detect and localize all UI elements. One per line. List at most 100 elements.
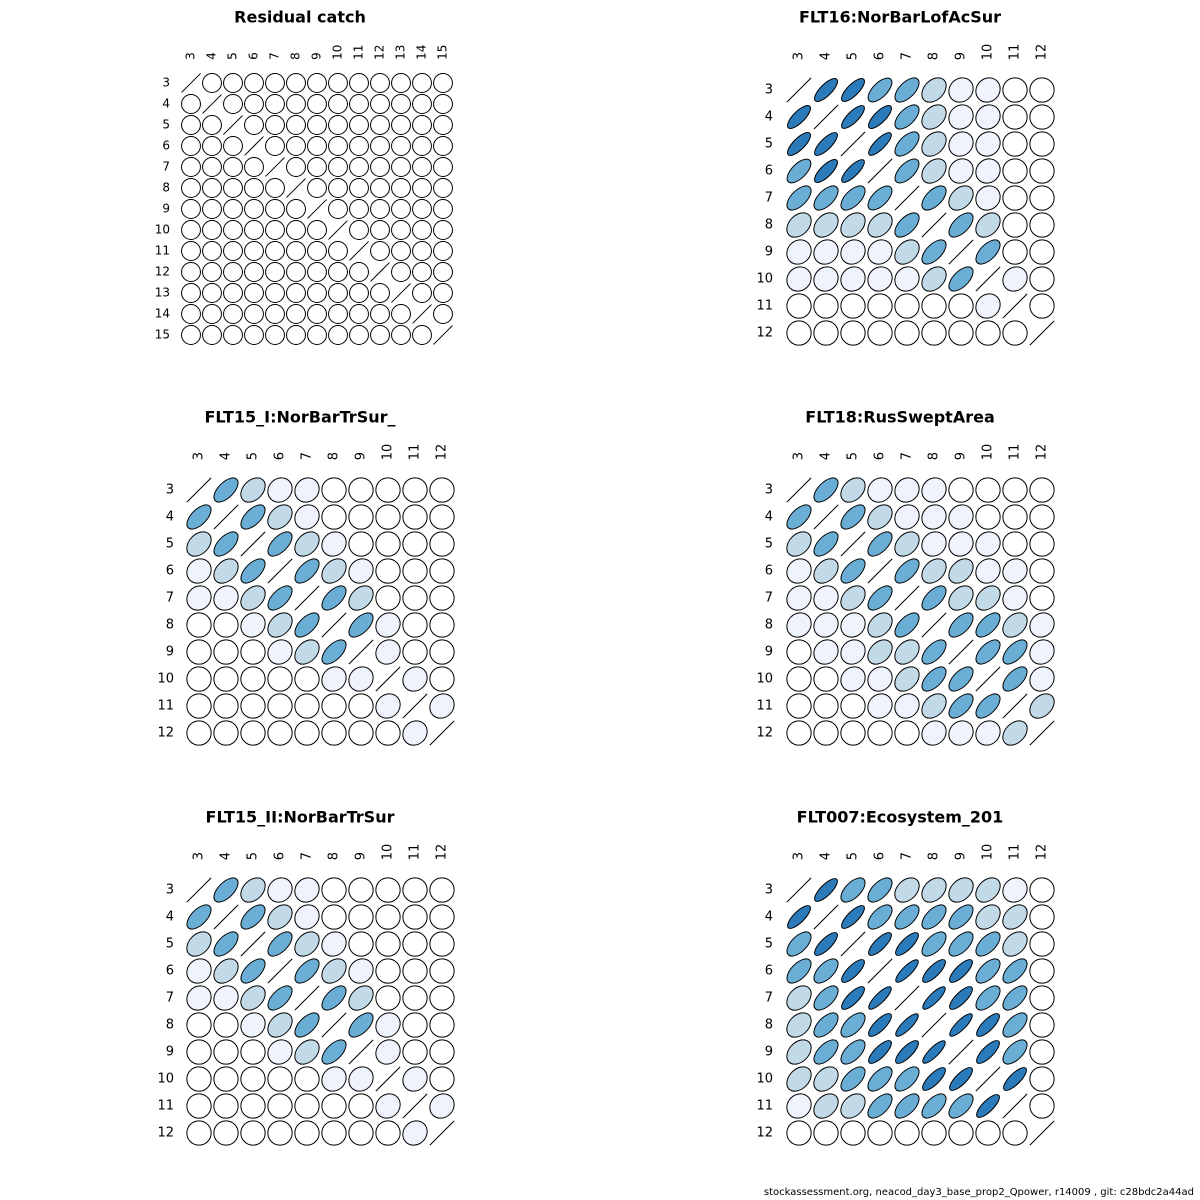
correlation-ellipse (433, 220, 453, 240)
correlation-ellipse (814, 159, 838, 183)
column-tick-label: 4 (205, 52, 219, 60)
correlation-ellipse (813, 1093, 839, 1119)
diagonal-line (265, 157, 285, 177)
correlation-ellipse (213, 531, 239, 557)
row-tick-label: 4 (166, 910, 174, 925)
diagonal-line (894, 585, 920, 611)
correlation-ellipse (267, 720, 293, 746)
correlation-ellipse (375, 1039, 401, 1065)
correlation-ellipse (868, 105, 892, 129)
correlation-ellipse (186, 1066, 212, 1092)
correlation-ellipse (975, 212, 1001, 238)
column-tick-label: 9 (354, 452, 369, 460)
correlation-ellipse (1029, 212, 1055, 238)
diagonal-line (786, 477, 812, 503)
correlation-ellipse (921, 266, 947, 292)
diagonal-line (240, 931, 266, 957)
correlation-ellipse (328, 136, 348, 156)
correlation-ellipse (894, 77, 920, 103)
correlation-ellipse (921, 558, 947, 584)
correlation-ellipse (213, 958, 239, 984)
correlation-ellipse (1002, 931, 1028, 957)
correlation-ellipse (1029, 931, 1055, 957)
correlation-ellipse (975, 877, 1001, 903)
diagonal-line (433, 325, 453, 345)
correlation-ellipse (975, 104, 1001, 130)
column-tick-label: 7 (268, 52, 282, 60)
correlation-panel: FLT15_I:NorBarTrSur_ 3 4 5 6 7 8 9 10 11 12 3 4 5 6 7 8 9… (157, 408, 455, 746)
correlation-ellipse (265, 178, 285, 198)
row-tick-label: 5 (765, 937, 773, 952)
correlation-ellipse (213, 585, 239, 611)
correlation-ellipse (213, 1120, 239, 1146)
row-tick-label: 8 (765, 618, 773, 633)
row-tick-label: 5 (765, 537, 773, 552)
correlation-ellipse (786, 612, 812, 638)
correlation-ellipse (786, 185, 812, 211)
correlation-ellipse (240, 1066, 266, 1092)
correlation-ellipse (840, 477, 866, 503)
correlation-ellipse (921, 293, 947, 319)
correlation-ellipse (921, 158, 947, 184)
column-tick-label: 4 (819, 52, 834, 60)
correlation-ellipse (223, 220, 243, 240)
correlation-ellipse (813, 720, 839, 746)
correlation-ellipse (948, 212, 974, 238)
correlation-ellipse (1029, 985, 1055, 1011)
diagonal-line (307, 199, 327, 219)
correlation-ellipse (402, 877, 428, 903)
correlation-ellipse (1029, 1012, 1055, 1038)
correlation-ellipse (375, 585, 401, 611)
column-tick-label: 4 (819, 452, 834, 460)
row-tick-label: 13 (155, 286, 170, 300)
correlation-ellipse (948, 931, 974, 957)
correlation-ellipse (244, 241, 264, 261)
correlation-ellipse (186, 531, 212, 557)
diagonal-line (975, 1066, 1001, 1092)
column-tick-label: 6 (247, 52, 261, 60)
correlation-ellipse (922, 1040, 946, 1064)
correlation-ellipse (894, 131, 920, 157)
correlation-ellipse (267, 931, 293, 957)
correlation-ellipse (1002, 720, 1028, 746)
diagonal-line (348, 1039, 374, 1065)
row-tick-label: 5 (765, 137, 773, 152)
correlation-ellipse (348, 666, 374, 692)
correlation-ellipse (181, 94, 201, 114)
diagonal-line (1029, 720, 1055, 746)
correlation-ellipse (948, 666, 974, 692)
correlation-ellipse (202, 283, 222, 303)
diagonal-line (349, 241, 369, 261)
correlation-ellipse (429, 639, 455, 665)
correlation-ellipse (294, 477, 320, 503)
correlation-ellipse (1029, 531, 1055, 557)
correlation-ellipse (1029, 477, 1055, 503)
correlation-ellipse (1029, 185, 1055, 211)
column-tick-label: 5 (846, 52, 861, 60)
correlation-ellipse (240, 639, 266, 665)
correlation-ellipse (894, 1093, 920, 1119)
correlation-ellipse (402, 931, 428, 957)
correlation-ellipse (948, 585, 974, 611)
correlation-ellipse (975, 639, 1001, 665)
correlation-ellipse (240, 1039, 266, 1065)
correlation-ellipse (1002, 958, 1028, 984)
row-tick-label: 12 (155, 265, 170, 279)
correlation-ellipse (921, 477, 947, 503)
correlation-ellipse (975, 585, 1001, 611)
diagonal-line (921, 612, 947, 638)
correlation-ellipse (813, 293, 839, 319)
correlation-panel: FLT007:Ecosystem_201 3 4 5 6 7 8 9 10 11 12 3 4 5 6 7 8 9… (756, 808, 1055, 1146)
correlation-ellipse (975, 958, 1001, 984)
diagonal-line (975, 266, 1001, 292)
correlation-ellipse (267, 877, 293, 903)
correlation-ellipse (321, 985, 347, 1011)
correlation-ellipse (402, 477, 428, 503)
correlation-ellipse (813, 1120, 839, 1146)
correlation-ellipse (1002, 477, 1028, 503)
correlation-ellipse (1002, 1012, 1028, 1038)
correlation-ellipse (294, 1093, 320, 1119)
correlation-ellipse (948, 612, 974, 638)
correlation-ellipse (375, 877, 401, 903)
correlation-ellipse (181, 199, 201, 219)
